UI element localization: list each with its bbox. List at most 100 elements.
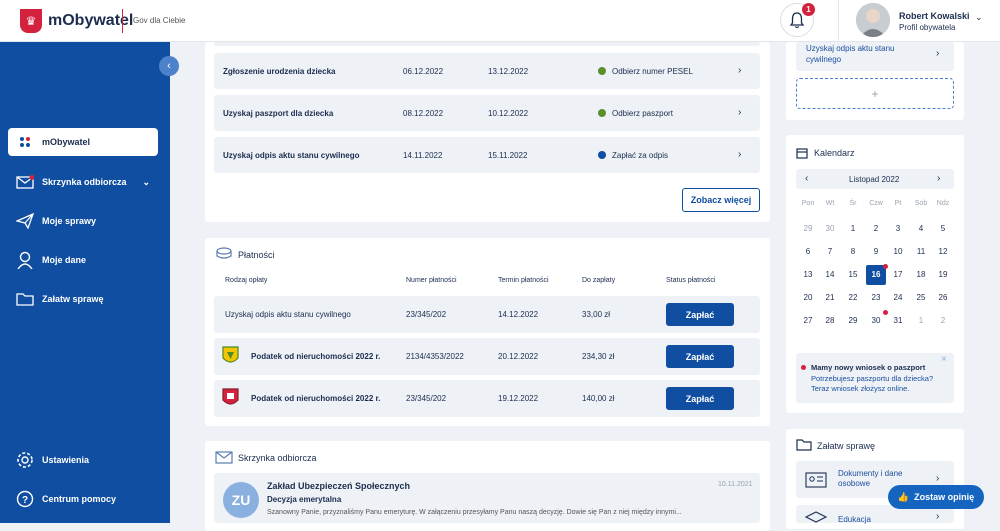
calendar-day[interactable]: 5 [940,224,946,233]
sidebar-item-mobywatel[interactable]: mObywatel [8,128,158,156]
passport-notice[interactable]: Mamy nowy wniosek o paszport Potrzebujes… [796,353,954,403]
pay-button[interactable]: Zapłać [666,345,734,368]
sidebar-item-label: Moje dane [42,255,87,265]
calendar-day[interactable]: 19 [938,270,948,279]
logo-divider [122,9,123,33]
calendar-day[interactable]: 23 [871,293,881,302]
weekday-label: Pon [801,200,815,207]
calendar-day[interactable]: 29 [848,316,858,325]
calendar-day[interactable]: 2 [873,224,879,233]
leave-feedback-button[interactable]: 👍 Zostaw opinię [888,485,984,509]
sidebar [0,42,170,523]
calendar-day[interactable]: 7 [827,247,833,256]
notifications-button[interactable] [780,3,814,37]
case-name: Zgłoszenie urodzenia dziecka [223,67,336,76]
chevron-right-icon[interactable]: › [738,149,742,160]
calendar-day[interactable]: 4 [918,224,924,233]
sidebar-item-handle-case[interactable]: Załatw sprawę [8,285,158,313]
calendar-day[interactable]: 9 [873,247,879,256]
calendar-day[interactable]: 21 [825,293,835,302]
coins-icon [215,247,233,266]
add-shortcut-button[interactable]: + [796,78,954,109]
calendar-day[interactable]: 12 [938,247,948,256]
calendar-day[interactable]: 2 [940,316,946,325]
sidebar-item-my-cases[interactable]: Moje sprawy [8,207,158,235]
sidebar-item-inbox[interactable]: Skrzynka odbiorcza ⌄ [8,168,158,196]
col-header-deadline: Termin płatności [498,277,549,284]
close-icon[interactable]: × [941,354,947,365]
prev-month-button[interactable]: ‹ [805,173,809,184]
task-item-education[interactable]: Edukacja › [796,505,954,524]
calendar-day[interactable]: 3 [895,224,901,233]
next-month-button[interactable]: › [937,173,941,184]
bell-icon [789,11,805,28]
case-end-date: 15.11.2022 [488,151,528,160]
calendar-day[interactable]: 10 [893,247,903,256]
calendar-day[interactable]: 13 [803,270,813,279]
task-item-personal-documents[interactable]: Dokumenty i dane osobowe › [796,461,954,498]
payment-name: Podatek od nieruchomości 2022 r. [251,352,381,361]
message-sender: Zakład Ubezpieczeń Społecznych [267,481,411,491]
month-label: Listopad 2022 [849,175,900,184]
pay-button[interactable]: Zapłać [666,303,734,326]
payment-deadline: 14.12.2022 [498,310,539,319]
calendar-day[interactable]: 17 [893,270,903,279]
calendar-day-selected[interactable]: 16 [866,265,886,285]
calendar-day[interactable]: 31 [893,316,903,325]
quick-case-item[interactable]: Uzyskaj odpis aktu stanu cywilnego › [796,42,954,71]
inbox-message[interactable]: ZU Zakład Ubezpieczeń Społecznych Decyzj… [214,473,760,523]
payment-row: Podatek od nieruchomości 2022 r. 2134/43… [214,338,760,375]
weekday-label: Sob [914,200,928,207]
sidebar-item-help-center[interactable]: ? Centrum pomocy [8,485,158,513]
chevron-right-icon[interactable]: › [738,65,742,76]
weekday-label: Wt [825,200,835,207]
chevron-right-icon[interactable]: › [738,107,742,118]
calendar-day[interactable]: 26 [938,293,948,302]
chevron-right-icon: › [936,48,940,59]
calendar-day[interactable]: 30 [825,224,835,233]
case-end-date: 13.12.2022 [488,67,529,76]
paper-plane-icon [15,213,35,229]
person-icon [15,251,35,269]
payment-name: Uzyskaj odpis aktu stanu cywilnego [225,310,351,319]
case-row[interactable]: Uzyskaj odpis aktu stanu cywilnego 14.11… [214,137,760,173]
calendar-day[interactable]: 27 [803,316,813,325]
calendar-day[interactable]: 14 [825,270,835,279]
message-date: 10.11.2021 [718,481,753,488]
chevron-down-icon[interactable]: ⌄ [142,176,150,187]
calendar-day[interactable]: 29 [803,224,813,233]
col-header-type: Rodzaj opłaty [225,277,268,284]
app-logo[interactable]: ♛ mObywatel [20,9,133,33]
calendar-day[interactable]: 1 [918,316,924,325]
event-dot [883,310,888,315]
payment-row: Uzyskaj odpis aktu stanu cywilnego 23/34… [214,296,760,333]
sidebar-item-settings[interactable]: Ustawienia [8,446,158,474]
calendar-day[interactable]: 6 [805,247,811,256]
sidebar-item-label: mObywatel [42,137,91,147]
user-menu-chevron-icon[interactable]: ⌄ [975,12,983,22]
user-avatar[interactable] [856,3,890,37]
see-more-button[interactable]: Zobacz więcej [682,188,760,212]
calendar-day[interactable]: 11 [916,247,926,256]
calendar-title: Kalendarz [814,148,855,158]
collapse-sidebar-button[interactable]: ‹ [159,56,179,76]
calendar-day[interactable]: 22 [848,293,858,302]
calendar-day[interactable]: 20 [803,293,813,302]
calendar-day[interactable]: 28 [825,316,835,325]
user-name[interactable]: Robert Kowalski [899,11,970,21]
sidebar-item-my-data[interactable]: Moje dane [8,246,158,274]
notification-count-badge: 1 [802,3,815,16]
weekday-label: Ndz [936,200,950,207]
calendar-day[interactable]: 8 [850,247,856,256]
pay-button[interactable]: Zapłać [666,387,734,410]
weekday-label: Śr [849,200,857,207]
calendar-day[interactable]: 25 [916,293,926,302]
calendar-day[interactable]: 18 [916,270,926,279]
calendar-day[interactable]: 24 [893,293,903,302]
calendar-day[interactable]: 1 [850,224,856,233]
calendar-day[interactable]: 30 [871,316,881,325]
calendar-day[interactable]: 15 [848,270,858,279]
case-row[interactable]: Uzyskaj paszport dla dziecka 08.12.2022 … [214,95,760,131]
envelope-icon [215,451,233,469]
case-row[interactable]: Zgłoszenie urodzenia dziecka 06.12.2022 … [214,53,760,89]
